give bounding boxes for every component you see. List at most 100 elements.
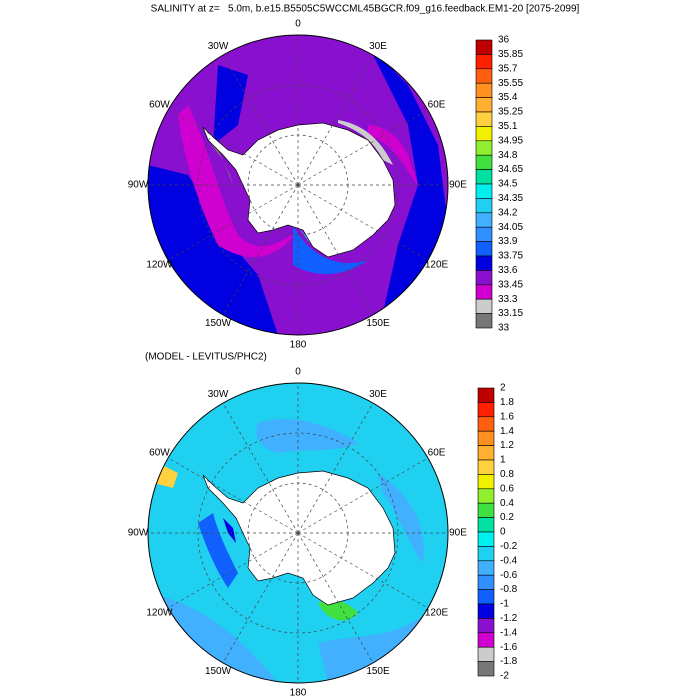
colorbar-box (477, 661, 495, 677)
lon-label: 90W (128, 180, 149, 191)
colorbar-box (477, 474, 495, 490)
graticule-line (297, 532, 374, 664)
map-border (147, 382, 449, 684)
colorbar-box (475, 226, 493, 242)
colorbar-box (475, 154, 493, 170)
colorbar-box (477, 416, 495, 432)
colorbar-box (475, 54, 493, 70)
lon-label: 0 (295, 19, 301, 30)
field (338, 120, 393, 165)
colorbar-label: 35.1 (498, 121, 518, 132)
lon-label: 180 (290, 688, 307, 699)
colorbar-label: 0.6 (500, 483, 514, 494)
graticule-line (222, 184, 299, 316)
lon-label: 30W (208, 389, 229, 400)
colorbar-label: -1.6 (500, 642, 518, 653)
colorbar-label: 1.2 (500, 440, 514, 451)
colorbar-label: 34.8 (498, 150, 518, 161)
colorbar-box (475, 111, 493, 127)
colorbar-label: 0 (500, 527, 506, 538)
colorbar-label: 33 (498, 323, 510, 334)
colorbar-label: 34.95 (498, 135, 523, 146)
map: 0 30E 60E 90E 120E 150E 180 150W 120W 90W 60W 30W (128, 367, 468, 699)
colorbar-label: -0.8 (500, 584, 518, 595)
graticule-line (297, 109, 429, 186)
colorbar-label: -1 (500, 599, 509, 610)
graticule-line (297, 457, 429, 534)
field (178, 105, 298, 257)
lon-label: 90E (449, 180, 467, 191)
lon-label: 150W (205, 666, 232, 677)
graticule-line (297, 402, 374, 534)
map-field (148, 35, 448, 335)
map-border (147, 34, 449, 336)
colorbar-box (475, 212, 493, 228)
colorbar: 2 1.8 1.6 1.4 1.2 1 0.8 0.6 0.4 0.2 0 -0.2 -0.4 -0.6 -… (477, 383, 518, 682)
graticule (148, 383, 448, 683)
graticule-line (297, 54, 374, 186)
graticule-line (167, 109, 299, 186)
colorbar-label: 34.2 (498, 207, 518, 218)
colorbar-box (475, 169, 493, 185)
colorbar-label: 1.4 (500, 426, 514, 437)
colorbar-label: 35.25 (498, 107, 523, 118)
colorbar-box (477, 560, 495, 576)
colorbar-box (477, 646, 495, 662)
lon-label: 60E (428, 448, 446, 459)
graticule-line (167, 532, 299, 609)
field (318, 600, 358, 621)
colorbar-box (475, 313, 493, 329)
lon-label: 30E (369, 41, 387, 52)
lon-label: 30E (369, 389, 387, 400)
colorbar-box (477, 589, 495, 605)
colorbar-label: 33.45 (498, 279, 523, 290)
colorbar-box (475, 68, 493, 84)
colorbar-box (477, 459, 495, 475)
field (368, 125, 418, 185)
colorbar-box (477, 618, 495, 634)
graticule (148, 35, 448, 335)
graticule-line (297, 184, 429, 261)
lon-labels: 0 30E 60E 90E 120E 150E 180 150W 120W 90W 60W 30W (128, 367, 468, 699)
lon-label: 180 (290, 340, 307, 351)
colorbar-label: 33.15 (498, 308, 523, 319)
colorbar-box (475, 284, 493, 300)
colorbar-label: -2 (500, 671, 509, 682)
graticule-line (167, 184, 299, 261)
colorbar-box (475, 39, 493, 55)
colorbar-label: 1.8 (500, 397, 514, 408)
colorbar-box (477, 488, 495, 504)
colorbar-label: -0.6 (500, 570, 518, 581)
lon-label: 150E (366, 318, 390, 329)
lon-label: 60W (149, 448, 170, 459)
colorbar-label: 0.4 (500, 498, 514, 509)
field (256, 419, 358, 453)
colorbar-label: 35.4 (498, 92, 518, 103)
field (378, 473, 424, 563)
graticule-line (297, 532, 429, 609)
colorbar-box (475, 255, 493, 271)
map: 0 30E 60E 90E 120E 150E 180 150W 120W 90W 60W 30W (128, 19, 468, 351)
graticule (197, 432, 399, 634)
colorbar-box (477, 574, 495, 590)
lon-label: 60E (428, 100, 446, 111)
lon-label: 60W (149, 100, 170, 111)
field (198, 513, 238, 588)
colorbar-label: 35.7 (498, 63, 518, 74)
colorbar-box (477, 402, 495, 418)
colorbar-box (475, 198, 493, 214)
graticule-line (222, 402, 299, 534)
lon-label: 90W (128, 528, 149, 539)
colorbar-label: 34.65 (498, 164, 523, 175)
colorbar-box (477, 445, 495, 461)
colorbar-box (475, 126, 493, 142)
colorbar-box (477, 430, 495, 446)
colorbar-label: 34.05 (498, 222, 523, 233)
colorbar-box (477, 546, 495, 562)
colorbar-box (475, 270, 493, 286)
colorbar-box (477, 632, 495, 648)
graticule-line (222, 54, 299, 186)
colorbar-label: 1.6 (500, 411, 514, 422)
graticule-line (297, 184, 374, 316)
